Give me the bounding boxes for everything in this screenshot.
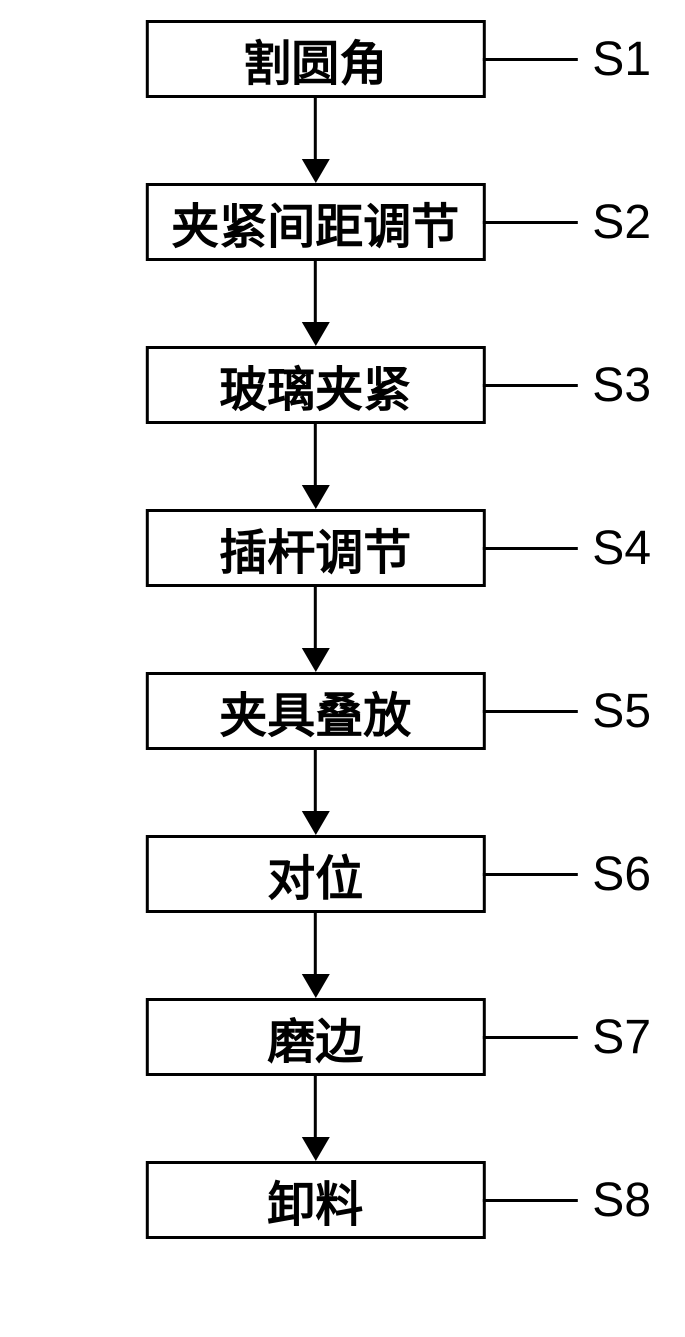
- step-label-4: S4: [592, 521, 651, 576]
- step-row-5: 夹具叠放S5: [145, 672, 485, 750]
- step-text-7: 磨边: [267, 1002, 363, 1072]
- arrow-head-icon: [301, 811, 329, 835]
- arrow-line-6: [314, 913, 317, 974]
- step-row-3: 玻璃夹紧S3: [145, 346, 485, 424]
- flowchart-container: 割圆角S1 夹紧间距调节S2 玻璃夹紧S3 插杆调节S4 夹具叠放S5 对位S6 磨边S7 卸…: [145, 20, 485, 1239]
- arrow-head-icon: [301, 1137, 329, 1161]
- step-box-2: 夹紧间距调节S2: [145, 183, 485, 261]
- label-connector-8: [482, 1199, 577, 1202]
- label-connector-1: [482, 58, 577, 61]
- step-box-6: 对位S6: [145, 835, 485, 913]
- step-text-1: 割圆角: [243, 24, 387, 94]
- label-connector-3: [482, 384, 577, 387]
- step-box-8: 卸料S8: [145, 1161, 485, 1239]
- label-connector-4: [482, 547, 577, 550]
- arrow-line-3: [314, 424, 317, 485]
- label-connector-6: [482, 873, 577, 876]
- step-row-8: 卸料S8: [145, 1161, 485, 1239]
- step-row-6: 对位S6: [145, 835, 485, 913]
- arrow-head-icon: [301, 159, 329, 183]
- step-label-2: S2: [592, 195, 651, 250]
- step-text-4: 插杆调节: [219, 513, 411, 583]
- arrow-line-7: [314, 1076, 317, 1137]
- label-connector-7: [482, 1036, 577, 1039]
- step-box-5: 夹具叠放S5: [145, 672, 485, 750]
- step-row-7: 磨边S7: [145, 998, 485, 1076]
- step-text-8: 卸料: [267, 1165, 363, 1235]
- step-row-2: 夹紧间距调节S2: [145, 183, 485, 261]
- step-label-1: S1: [592, 32, 651, 87]
- arrow-line-4: [314, 587, 317, 648]
- step-row-4: 插杆调节S4: [145, 509, 485, 587]
- step-box-4: 插杆调节S4: [145, 509, 485, 587]
- step-label-8: S8: [592, 1173, 651, 1228]
- label-connector-2: [482, 221, 577, 224]
- arrow-7: [301, 1076, 329, 1161]
- step-box-3: 玻璃夹紧S3: [145, 346, 485, 424]
- arrow-5: [301, 750, 329, 835]
- step-label-5: S5: [592, 684, 651, 739]
- step-box-1: 割圆角S1: [145, 20, 485, 98]
- step-text-6: 对位: [267, 839, 363, 909]
- arrow-1: [301, 98, 329, 183]
- arrow-head-icon: [301, 485, 329, 509]
- arrow-line-1: [314, 98, 317, 159]
- step-label-6: S6: [592, 847, 651, 902]
- arrow-3: [301, 424, 329, 509]
- arrow-6: [301, 913, 329, 998]
- step-label-7: S7: [592, 1010, 651, 1065]
- arrow-head-icon: [301, 974, 329, 998]
- arrow-4: [301, 587, 329, 672]
- arrow-head-icon: [301, 648, 329, 672]
- arrow-head-icon: [301, 322, 329, 346]
- step-box-7: 磨边S7: [145, 998, 485, 1076]
- step-text-5: 夹具叠放: [219, 676, 411, 746]
- arrow-line-2: [314, 261, 317, 322]
- step-label-3: S3: [592, 358, 651, 413]
- arrow-2: [301, 261, 329, 346]
- label-connector-5: [482, 710, 577, 713]
- arrow-line-5: [314, 750, 317, 811]
- step-text-2: 夹紧间距调节: [171, 187, 459, 257]
- step-row-1: 割圆角S1: [145, 20, 485, 98]
- step-text-3: 玻璃夹紧: [219, 350, 411, 420]
